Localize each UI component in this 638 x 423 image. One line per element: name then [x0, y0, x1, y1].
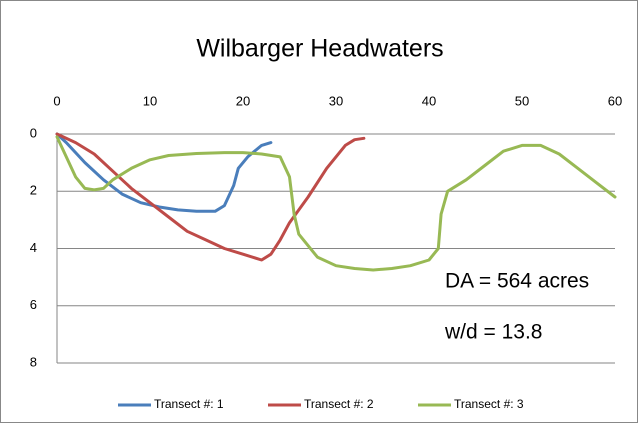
y-tick-label: 0 — [30, 125, 37, 140]
series-line — [55, 135, 617, 272]
annotation: DA = 564 acres — [445, 270, 589, 293]
series-line — [55, 132, 273, 213]
x-tick-label: 30 — [329, 93, 343, 108]
x-tick-label: 10 — [143, 93, 157, 108]
y-tick-label: 2 — [30, 183, 37, 198]
y-tick-label: 4 — [30, 240, 37, 255]
chart-title: Wilbarger Headwaters — [196, 35, 443, 63]
x-tick-label: 40 — [422, 93, 436, 108]
legend-label: Transect #: 3 — [454, 397, 524, 411]
legend-label: Transect #: 1 — [154, 397, 224, 411]
y-tick-label: 6 — [30, 297, 37, 312]
annotation: w/d = 13.8 — [444, 321, 542, 344]
legend-label: Transect #: 2 — [304, 397, 374, 411]
x-tick-label: 20 — [236, 93, 250, 108]
x-tick-label: 0 — [53, 93, 60, 108]
y-tick-label: 8 — [30, 354, 37, 369]
x-tick-label: 60 — [608, 93, 622, 108]
series-line — [55, 132, 366, 262]
x-tick-label: 50 — [515, 93, 529, 108]
